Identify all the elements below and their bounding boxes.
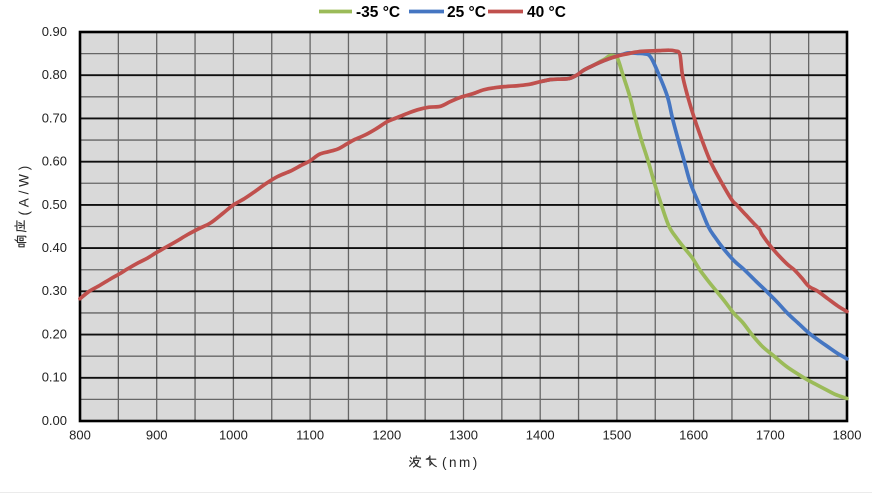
svg-text:1400: 1400: [526, 427, 555, 442]
svg-text:40 °C: 40 °C: [527, 4, 566, 21]
svg-text:1600: 1600: [679, 427, 708, 442]
svg-text:0.10: 0.10: [42, 370, 67, 385]
svg-text:1000: 1000: [219, 427, 248, 442]
svg-text:0.70: 0.70: [42, 110, 67, 125]
svg-text:0.00: 0.00: [42, 413, 67, 428]
svg-text:0.30: 0.30: [42, 283, 67, 298]
svg-text:1200: 1200: [372, 427, 401, 442]
svg-text:0.80: 0.80: [42, 67, 67, 82]
svg-text:800: 800: [69, 427, 91, 442]
svg-text:1300: 1300: [449, 427, 478, 442]
svg-text:0.50: 0.50: [42, 197, 67, 212]
svg-text:(nm): (nm): [442, 455, 480, 470]
svg-text:(A/W): (A/W): [17, 162, 32, 216]
svg-text:1800: 1800: [833, 427, 862, 442]
svg-text:0.40: 0.40: [42, 240, 67, 255]
svg-text:900: 900: [146, 427, 168, 442]
svg-text:0.90: 0.90: [42, 24, 67, 39]
svg-text:1500: 1500: [602, 427, 631, 442]
svg-text:1100: 1100: [296, 427, 324, 442]
svg-text:0.60: 0.60: [42, 154, 67, 169]
svg-text:0.20: 0.20: [42, 327, 67, 342]
svg-text:-35 °C: -35 °C: [356, 4, 400, 21]
svg-text:25 °C: 25 °C: [447, 4, 486, 21]
svg-text:1700: 1700: [756, 427, 785, 442]
